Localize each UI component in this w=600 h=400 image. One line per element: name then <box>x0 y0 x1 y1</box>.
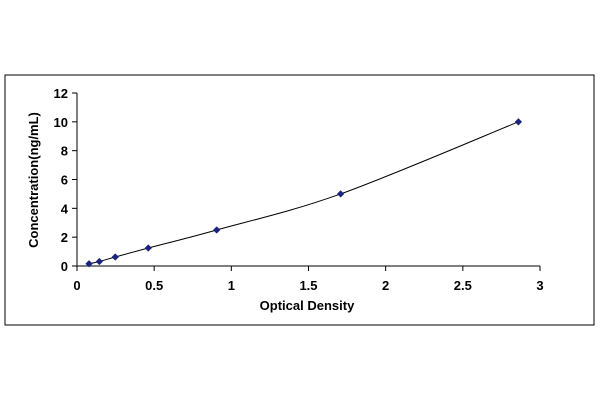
y-axis-ticks: 0 2 4 6 8 10 12 <box>54 86 77 274</box>
y-tick-label: 12 <box>54 86 68 101</box>
x-axis-ticks: 0 0.5 1 1.5 2 2.5 3 <box>73 266 544 293</box>
data-point <box>111 253 119 261</box>
x-tick-label: 3 <box>536 278 543 293</box>
y-tick-label: 6 <box>61 173 68 188</box>
data-points <box>85 118 523 268</box>
x-tick-label: 0.5 <box>145 278 163 293</box>
x-tick-label: 2 <box>382 278 389 293</box>
y-tick-label: 8 <box>61 144 68 159</box>
data-point <box>85 260 93 268</box>
y-tick-label: 0 <box>61 259 68 274</box>
x-tick-label: 1.5 <box>299 278 317 293</box>
y-tick-label: 4 <box>61 201 69 216</box>
data-point <box>95 257 104 266</box>
y-tick-label: 2 <box>61 230 68 245</box>
x-axis-title: Optical Density <box>260 298 355 313</box>
data-point <box>144 244 152 252</box>
x-tick-label: 1 <box>228 278 235 293</box>
data-point <box>336 190 345 198</box>
outer-border <box>4 74 595 326</box>
axes <box>76 93 540 267</box>
data-point <box>514 118 523 126</box>
y-tick-label: 10 <box>54 115 68 130</box>
y-axis-title: Concentration(ng/mL) <box>26 112 41 248</box>
x-tick-label: 0 <box>73 278 80 293</box>
data-point <box>213 226 221 234</box>
x-tick-label: 2.5 <box>454 278 472 293</box>
